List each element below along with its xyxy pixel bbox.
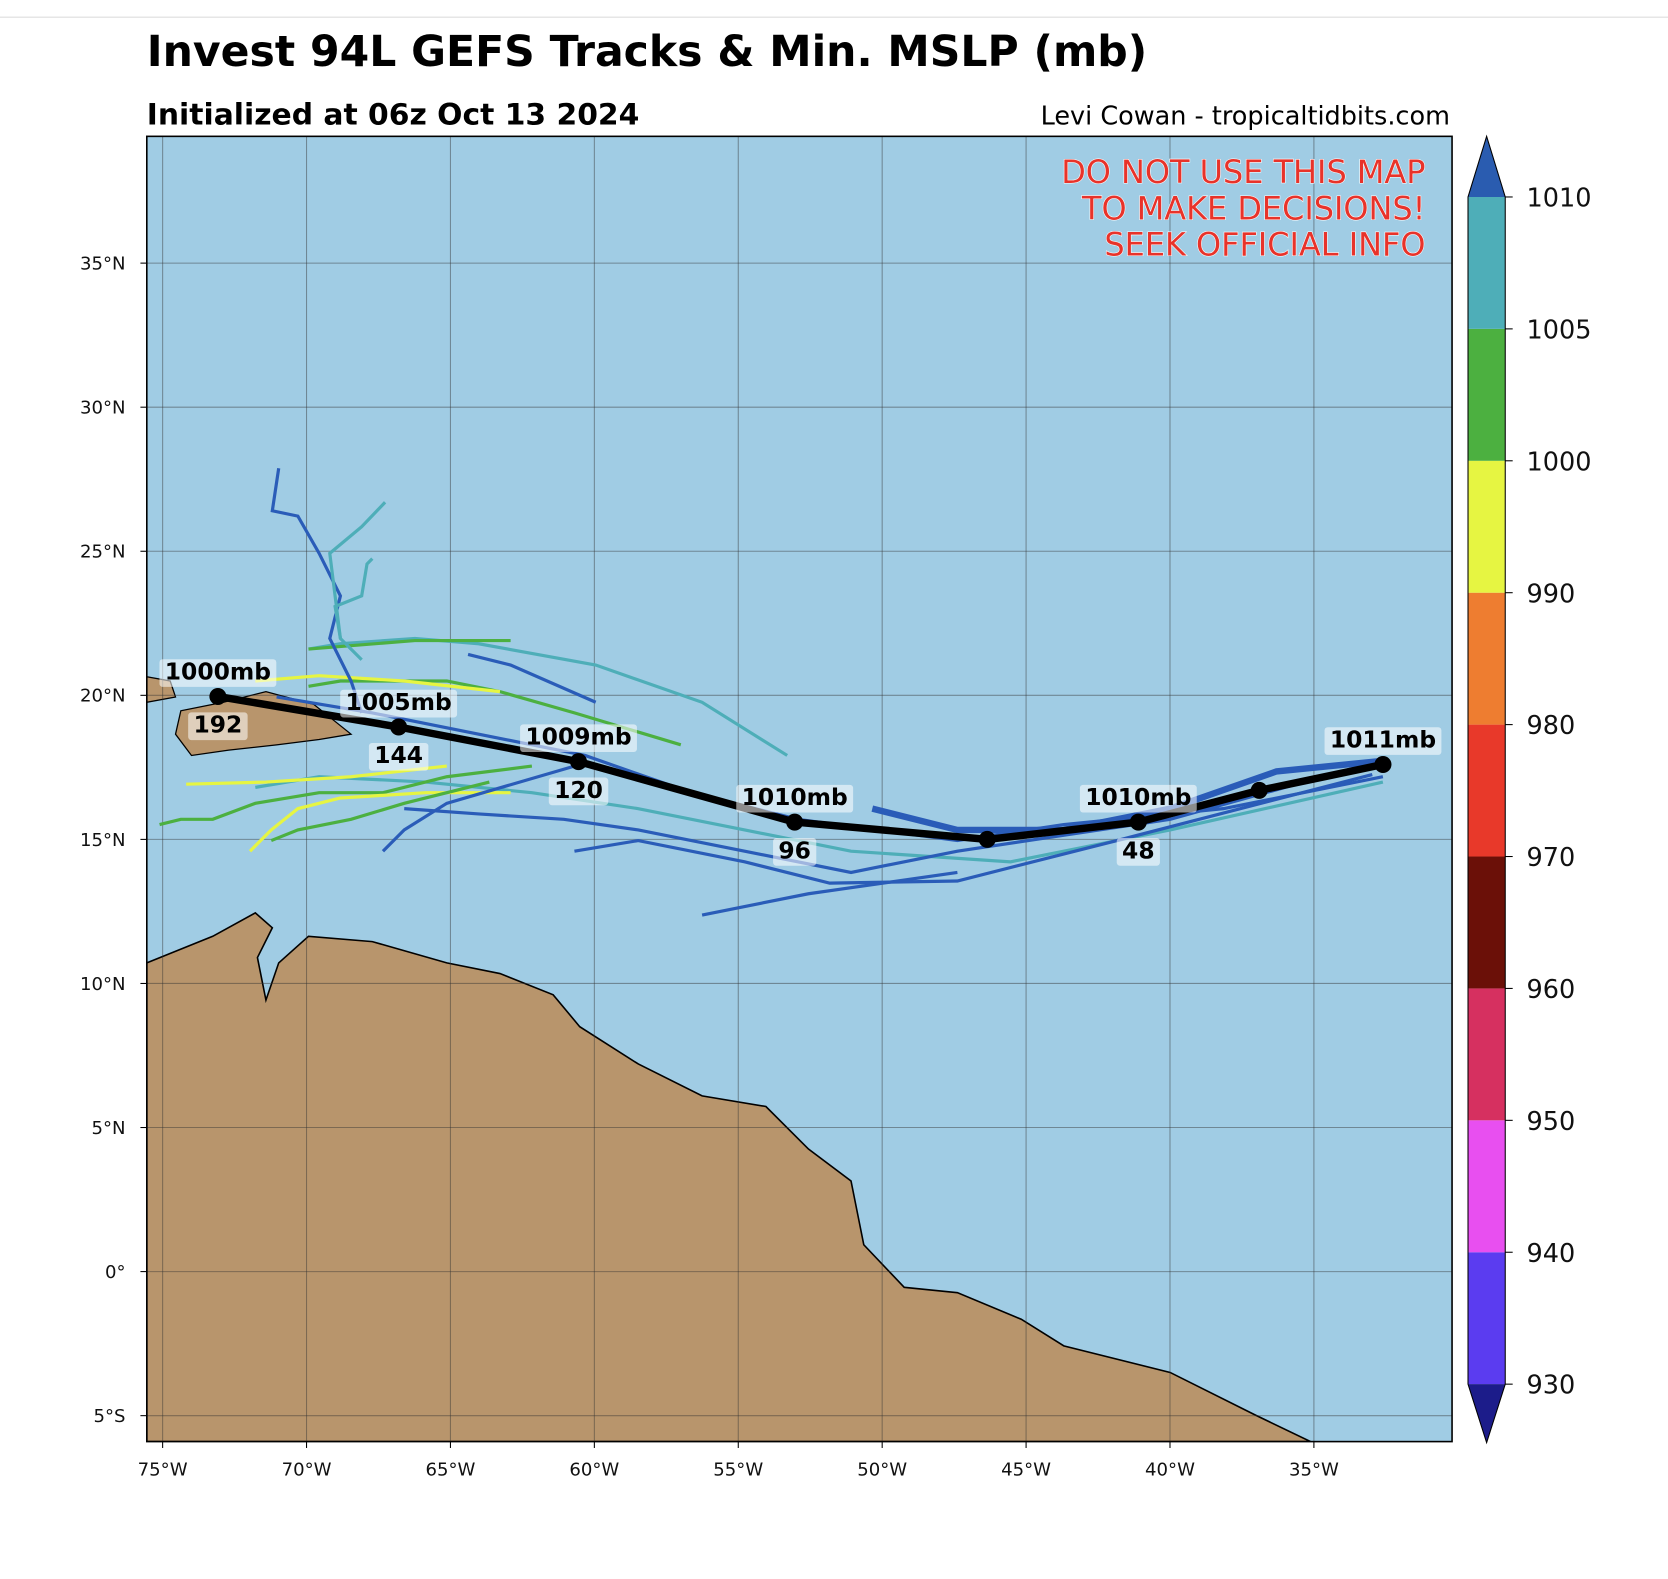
south-america bbox=[146, 911, 1311, 1442]
track-point bbox=[1374, 755, 1392, 773]
colorbar-label: 930 bbox=[1527, 1371, 1576, 1401]
colorbar-label: 1000 bbox=[1527, 447, 1592, 477]
hour-label-bg bbox=[548, 777, 609, 806]
track-point bbox=[1250, 781, 1268, 799]
hour-label-bg bbox=[773, 838, 817, 866]
ensemble-track bbox=[701, 870, 958, 917]
pressure-label: 1011mb bbox=[1330, 725, 1436, 753]
lat-tick-label: 35°N bbox=[80, 254, 126, 275]
colorbar-segment bbox=[1468, 1120, 1506, 1253]
lon-tick-label: 45°W bbox=[1001, 1460, 1051, 1481]
lon-tick-label: 60°W bbox=[569, 1460, 619, 1481]
pressure-label: 1005mb bbox=[346, 688, 452, 716]
ensemble-track bbox=[248, 791, 511, 853]
pressure-label: 1010mb bbox=[742, 783, 848, 811]
lat-tick-label: 5°S bbox=[93, 1406, 125, 1427]
lon-tick-label: 40°W bbox=[1145, 1460, 1195, 1481]
colorbar-segment bbox=[1468, 592, 1506, 725]
hour-label: 144 bbox=[374, 741, 423, 769]
colorbar-label: 960 bbox=[1527, 975, 1576, 1005]
pressure-label-bg bbox=[736, 784, 854, 813]
pressure-label-bg bbox=[1079, 784, 1197, 813]
lat-tick-label: 5°N bbox=[91, 1118, 125, 1139]
colorbar-segment bbox=[1468, 1252, 1506, 1385]
warning-line: DO NOT USE THIS MAP bbox=[1061, 153, 1425, 191]
ensemble-track bbox=[381, 764, 575, 853]
ensemble-track bbox=[270, 468, 364, 714]
track-point bbox=[786, 813, 804, 831]
pressure-label: 1009mb bbox=[525, 723, 631, 751]
pressure-label-bg bbox=[520, 724, 637, 753]
colorbar-segment bbox=[1468, 988, 1506, 1121]
lon-tick-label: 65°W bbox=[425, 1460, 475, 1481]
pressure-label-bg bbox=[340, 689, 458, 718]
colorbar-segment bbox=[1468, 724, 1506, 857]
lon-tick-label: 75°W bbox=[138, 1460, 188, 1481]
colorbar-label: 950 bbox=[1527, 1107, 1576, 1137]
hour-label-bg bbox=[368, 742, 429, 771]
lon-tick-label: 35°W bbox=[1289, 1460, 1339, 1481]
lon-tick-label: 55°W bbox=[713, 1460, 763, 1481]
colorbar-label: 1005 bbox=[1527, 315, 1592, 345]
lat-tick-label: 0° bbox=[105, 1262, 126, 1283]
ensemble-track bbox=[333, 557, 374, 661]
ensemble-track bbox=[308, 638, 511, 651]
colorbar-segment bbox=[1468, 328, 1506, 461]
lat-tick-label: 25°N bbox=[80, 542, 126, 563]
lat-tick-label: 20°N bbox=[80, 686, 126, 707]
hour-label: 48 bbox=[1122, 836, 1155, 864]
track-point bbox=[978, 830, 996, 848]
ensemble-track bbox=[328, 501, 387, 639]
ensemble-track bbox=[871, 757, 1384, 834]
ensemble-track bbox=[186, 764, 447, 786]
plot-frame bbox=[146, 135, 1453, 1443]
mean-track-line bbox=[217, 692, 1384, 844]
pressure-label-bg bbox=[159, 659, 277, 687]
credit: Levi Cowan - tropicaltidbits.com bbox=[1041, 102, 1450, 132]
hour-label: 120 bbox=[554, 776, 603, 804]
pressure-label-bg bbox=[1324, 727, 1442, 755]
subtitle: Initialized at 06z Oct 13 2024 bbox=[147, 98, 640, 133]
warning-line: SEEK OFFICIAL INFO bbox=[1104, 225, 1425, 263]
title: Invest 94L GEFS Tracks & Min. MSLP (mb) bbox=[147, 28, 1147, 77]
colorbar-label: 980 bbox=[1527, 711, 1576, 741]
hour-label-bg bbox=[188, 712, 248, 741]
lon-tick-label: 50°W bbox=[857, 1460, 907, 1481]
pressure-label: 1010mb bbox=[1085, 783, 1191, 811]
mean-track: 1000mb 192 1005mb 144 1009mb 120 1010mb 96 1010m… bbox=[159, 657, 1442, 866]
ensemble-track bbox=[308, 636, 789, 757]
colorbar-label: 970 bbox=[1527, 843, 1576, 873]
colorbar-label: 990 bbox=[1527, 579, 1576, 609]
colorbar-label: 940 bbox=[1527, 1239, 1576, 1269]
hour-label: 192 bbox=[193, 711, 242, 739]
colorbar-under bbox=[1468, 1384, 1506, 1443]
ensemble-track bbox=[270, 780, 490, 843]
ensemble-track bbox=[308, 679, 682, 747]
land bbox=[146, 676, 1311, 1442]
colorbar-label: 1010 bbox=[1527, 184, 1592, 214]
ensemble-track bbox=[159, 764, 533, 827]
ensemble-track bbox=[255, 674, 501, 694]
hour-label: 96 bbox=[778, 836, 811, 864]
colorbar: 930 940 950 960 970 980 990 1000 1005 1010 bbox=[1467, 134, 1592, 1445]
colorbar-segment bbox=[1468, 196, 1506, 329]
hour-label-bg bbox=[1116, 838, 1160, 866]
pressure-label: 1000mb bbox=[165, 657, 271, 685]
track-point bbox=[1129, 813, 1147, 831]
track-point bbox=[209, 687, 227, 705]
track-point bbox=[390, 718, 408, 736]
colorbar-segment bbox=[1468, 856, 1506, 989]
lat-tick-label: 15°N bbox=[80, 830, 126, 851]
colorbar-over bbox=[1468, 136, 1506, 197]
lat-tick-label: 30°N bbox=[80, 398, 126, 419]
ensemble-track bbox=[467, 652, 597, 704]
warning-line: TO MAKE DECISIONS! bbox=[1081, 189, 1425, 227]
lon-tick-label: 70°W bbox=[282, 1460, 332, 1481]
colorbar-segment bbox=[1468, 460, 1506, 593]
lat-tick-label: 10°N bbox=[80, 974, 126, 995]
track-point bbox=[570, 753, 588, 771]
